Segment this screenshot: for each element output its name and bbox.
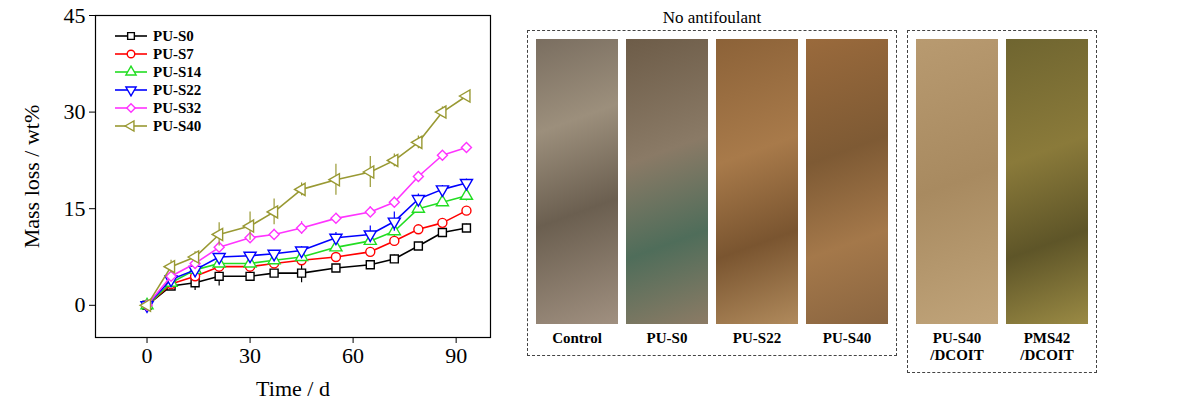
html-text:PU-S22: PU-S22: [153, 81, 202, 98]
html-text:PU-S40: PU-S40: [153, 117, 202, 134]
html-text:PU-S32: PU-S32: [153, 99, 202, 116]
html-text:PMS42: PMS42: [1023, 330, 1071, 346]
svg-text:15: 15: [64, 196, 86, 221]
html-text:/DCOIT: /DCOIT: [930, 347, 984, 363]
html-text:PU-S0: PU-S0: [646, 330, 688, 346]
html-text:PU-S7: PU-S7: [153, 45, 194, 62]
svg-text:90: 90: [445, 343, 467, 368]
svg-text:30: 30: [239, 343, 261, 368]
html-text:PU-S40: PU-S40: [932, 330, 982, 346]
svg-text:Mass loss / wt%: Mass loss / wt%: [19, 105, 44, 249]
svg-text:Time / d: Time / d: [256, 376, 330, 401]
svg-text:0: 0: [75, 292, 86, 317]
svg-text:45: 45: [64, 3, 86, 28]
html-text:PU-S22: PU-S22: [732, 330, 782, 346]
svg-text:0: 0: [142, 343, 153, 368]
html-text:No antifoulant: No antifoulant: [662, 8, 762, 27]
html-text:PU-S14: PU-S14: [153, 63, 202, 80]
html-text:PU-S40: PU-S40: [822, 330, 872, 346]
svg-text:30: 30: [64, 99, 86, 124]
html-text:Control: Control: [552, 330, 602, 346]
html-text:/DCOIT: /DCOIT: [1020, 347, 1074, 363]
svg-text:60: 60: [342, 343, 364, 368]
html-text:PU-S0: PU-S0: [153, 27, 194, 44]
